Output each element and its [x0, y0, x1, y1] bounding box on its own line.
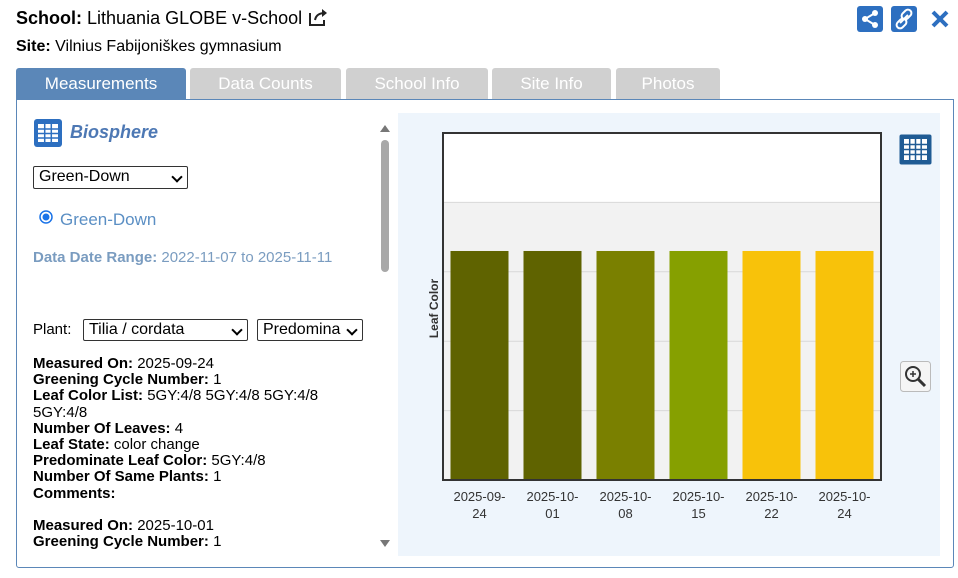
- scroll-up[interactable]: [380, 125, 390, 132]
- plot-frame: [442, 132, 882, 481]
- x-tick-label: 2025-09-24: [453, 489, 506, 521]
- field-label: Measured On:: [33, 355, 134, 372]
- field-label: Comments:: [33, 484, 116, 502]
- field-label: Leaf Color List:: [33, 387, 144, 405]
- field-value: color change: [113, 436, 200, 454]
- field-label: Measured On:: [33, 516, 134, 534]
- table-icon: [34, 119, 62, 147]
- field-value: 1: [213, 468, 222, 486]
- field: Greening Cycle Number: 1: [33, 372, 373, 388]
- table-view-icon[interactable]: [899, 134, 932, 165]
- scrollbar: [380, 125, 390, 547]
- field-value: 5GY:4/8: [211, 452, 266, 470]
- field: Greening Cycle Number: 1: [33, 533, 373, 551]
- x-tick-label: 2025-10-08: [599, 489, 652, 521]
- date-range: Data Date Range: 2022-11-07 to 2025-11-1…: [33, 244, 376, 271]
- school-label: School:: [16, 8, 82, 28]
- bar: [742, 250, 801, 480]
- bar: [669, 250, 728, 480]
- field: Predominate Leaf Color: 5GY:4/8: [33, 453, 373, 469]
- record: Measured On: 2025-10-01 Greening Cycle Nu…: [33, 516, 373, 551]
- tab[interactable]: Measurements: [16, 68, 186, 99]
- chart: Leaf Color: [427, 132, 882, 481]
- tab[interactable]: Photos: [616, 68, 720, 99]
- site-name: Vilnius Fabijoniškes gymnasium: [55, 38, 282, 55]
- tab[interactable]: Site Info: [492, 68, 611, 99]
- date-range-value: 2022-11-07 to 2025-11-11: [161, 249, 333, 266]
- bar: [523, 250, 582, 480]
- plant-select[interactable]: Tilia / cordata: [83, 319, 248, 341]
- site-line: Site: Vilnius Fabijoniškes gymnasium: [16, 38, 282, 56]
- record: Measured On: 2025-09-24 Greening Cycle Nu…: [33, 355, 373, 502]
- field-label: Greening Cycle Number:: [33, 371, 209, 389]
- x-tick-label: 2025-10-01: [526, 489, 579, 521]
- field-value: 2025-09-24: [137, 355, 214, 372]
- radio-label: Green-Down: [60, 210, 157, 229]
- bar: [450, 250, 509, 480]
- field-label: Greening Cycle Number:: [33, 533, 209, 551]
- field: Measured On: 2025-10-01: [33, 516, 373, 534]
- left-pane: Biosphere Green-Down Green-Down Data Dat…: [24, 113, 376, 556]
- section-title: Biosphere: [70, 122, 159, 142]
- close-icon[interactable]: [930, 9, 950, 29]
- field-label: Number Of Leaves:: [33, 419, 171, 437]
- field-value: 2025-10-01: [137, 516, 214, 534]
- plant-label: Plant:: [33, 321, 72, 338]
- x-tick-label: 2025-10-15: [672, 489, 725, 521]
- field-value: 1: [213, 533, 222, 551]
- school-line: School: Lithuania GLOBE v-School: [16, 7, 329, 29]
- field: Measured On: 2025-09-24: [33, 355, 373, 372]
- bar: [815, 250, 874, 480]
- field: Leaf Color List: 5GY:4/8 5GY:4/8 5GY:4/8…: [33, 387, 373, 421]
- protocol-select[interactable]: Green-Down: [33, 166, 188, 189]
- field-label: Number Of Same Plants:: [33, 468, 209, 486]
- tab[interactable]: Data Counts: [190, 68, 341, 99]
- date-range-label: Data Date Range:: [33, 249, 158, 266]
- y-axis-label: Leaf Color: [427, 279, 441, 339]
- x-tick-label: 2025-10-24: [818, 489, 871, 521]
- field: Number Of Same Plants: 1: [33, 469, 373, 485]
- link-icon[interactable]: [891, 6, 917, 32]
- field-label: Leaf State:: [33, 436, 110, 454]
- radio[interactable]: [39, 210, 53, 224]
- field-value: 5GY:4/8 5GY:4/8 5GY:4/8 5GY:4/8: [33, 387, 319, 421]
- field-value: 4: [174, 419, 184, 437]
- panel: [16, 99, 954, 568]
- field: Number Of Leaves: 4: [33, 419, 373, 437]
- scroll-thumb[interactable]: [381, 140, 389, 272]
- field: Comments:: [33, 484, 373, 502]
- zoom-icon[interactable]: [900, 361, 931, 392]
- scroll-down[interactable]: [380, 540, 390, 547]
- field-label: Predominate Leaf Color:: [33, 452, 208, 470]
- field: Leaf State: color change: [33, 436, 373, 454]
- x-tick-label: 2025-10-22: [745, 489, 798, 521]
- open-icon[interactable]: [307, 7, 329, 27]
- share-icon[interactable]: [857, 6, 883, 32]
- chart-area: Leaf Color 2025-09-24 2025-10-01 2025-10-0…: [398, 113, 940, 556]
- bar: [596, 250, 655, 480]
- field-value: 1: [213, 371, 222, 389]
- color-select[interactable]: Predomina: [257, 319, 363, 341]
- site-label: Site:: [16, 38, 51, 55]
- school-name: Lithuania GLOBE v-School: [87, 8, 303, 28]
- records: Measured On: 2025-09-24 Greening Cycle Nu…: [33, 355, 373, 556]
- tab[interactable]: School Info: [346, 68, 488, 99]
